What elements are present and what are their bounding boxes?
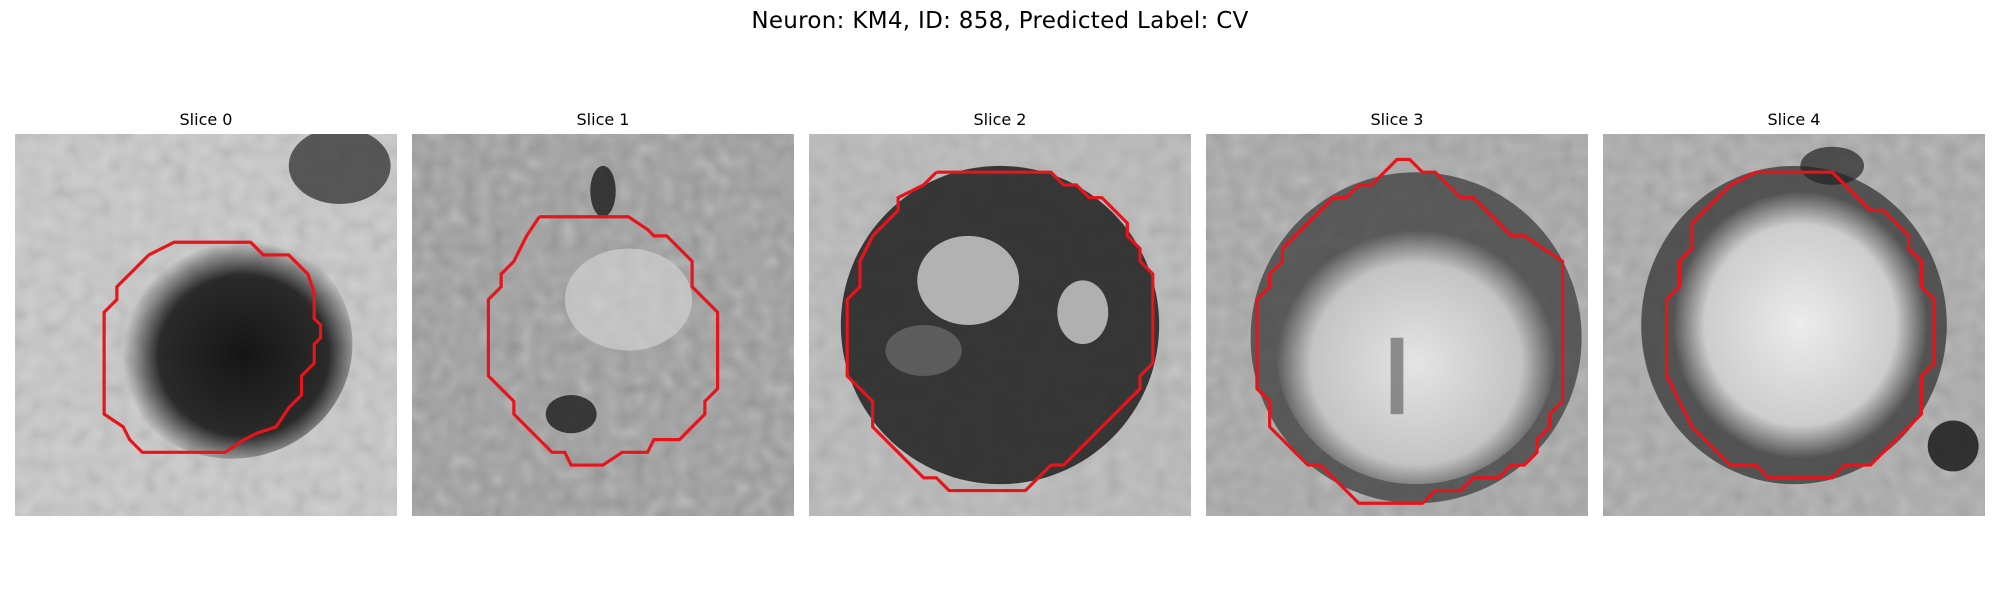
slice-2-image (809, 134, 1191, 516)
contour-slice-4 (1665, 170, 1936, 480)
contour-slice-2 (845, 170, 1155, 493)
panel-title-slice-3: Slice 3 (1370, 110, 1424, 129)
panel-title-slice-4: Slice 4 (1767, 110, 1821, 129)
panel-title-slice-2: Slice 2 (973, 110, 1027, 129)
panel-title-slice-0: Slice 0 (179, 110, 233, 129)
slice-0-image (15, 134, 397, 516)
figure-title: Neuron: KM4, ID: 858, Predicted Label: C… (751, 8, 1249, 34)
panel-title-slice-1: Slice 1 (576, 110, 630, 129)
contour-slice-0 (102, 240, 323, 454)
slice-1-image (412, 134, 794, 516)
slice-3-image (1206, 134, 1588, 516)
contour-slice-3 (1255, 157, 1565, 505)
contour-slice-1 (486, 215, 720, 467)
slice-4-image (1603, 134, 1985, 516)
